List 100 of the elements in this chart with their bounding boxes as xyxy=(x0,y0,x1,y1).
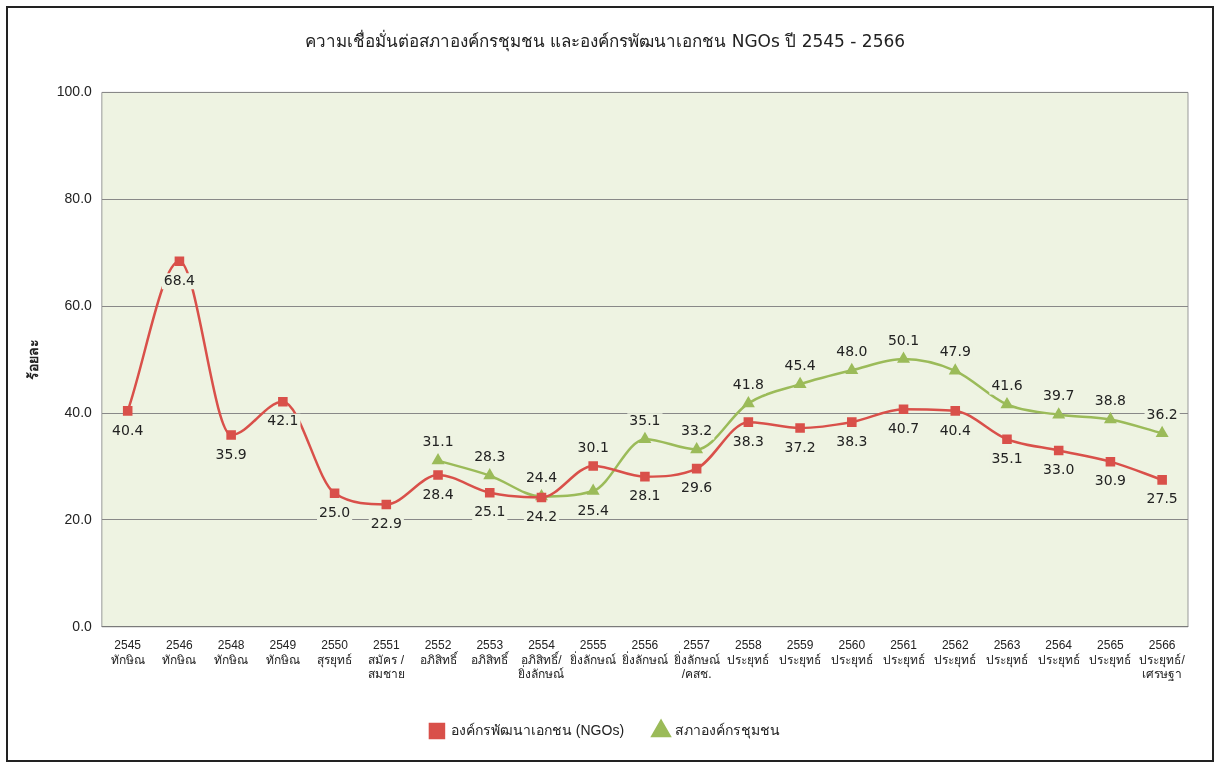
point xyxy=(433,470,443,480)
point xyxy=(484,469,496,480)
x-tick-label: 2565 ประยุทธ์ xyxy=(1089,638,1132,668)
point xyxy=(536,492,547,503)
point xyxy=(432,454,444,465)
data-label: 37.2 xyxy=(784,438,816,455)
data-label: 38.8 xyxy=(1094,392,1126,409)
point xyxy=(226,430,236,440)
x-tick-label: 2556 ยิ่งลักษณ์ xyxy=(621,638,668,667)
point xyxy=(691,463,702,474)
x-tick-label: 2562 ประยุทธ์ xyxy=(934,638,977,668)
point xyxy=(742,397,754,408)
y-tick-label: 100.0 xyxy=(56,83,93,100)
point xyxy=(381,499,392,510)
point xyxy=(1053,445,1064,456)
x-tick-label: 2551 สมัคร / สมชาย xyxy=(367,638,405,682)
data-label: 39.7 xyxy=(1043,387,1075,404)
point xyxy=(691,443,703,454)
data-label: 45.4 xyxy=(784,356,816,373)
data-label: 40.7 xyxy=(887,419,920,436)
point xyxy=(1105,456,1116,467)
x-tick-label: 2545 ทักษิณ xyxy=(110,638,145,667)
data-label: 33.0 xyxy=(1043,461,1075,478)
data-label: 35.9 xyxy=(215,445,247,462)
x-tick-label: 2546 ทักษิณ xyxy=(162,638,197,667)
point xyxy=(846,364,858,375)
data-label: 31.1 xyxy=(422,433,454,450)
x-tick-label: 2559 ประยุทธ์ xyxy=(779,638,822,668)
data-label: 33.2 xyxy=(681,422,713,439)
x-tick-label: 2563 ประยุทธ์ xyxy=(985,638,1028,668)
data-label: 50.1 xyxy=(887,331,920,348)
point xyxy=(949,364,961,375)
data-label: 35.1 xyxy=(629,411,661,428)
x-tick-label: 2555 ยิ่งลักษณ์ xyxy=(570,638,617,667)
point xyxy=(897,352,910,363)
legend-label: สภาองค์กรชุมชน xyxy=(675,721,781,739)
data-label: 36.2 xyxy=(1146,405,1178,422)
data-label: 27.5 xyxy=(1146,490,1178,507)
chart-title: ความเชื่อมั่นต่อสภาองค์กรชุมชน และองค์กรพัฒนาเอกชน NGOs ปี 2545 - 2566 xyxy=(304,28,906,52)
point xyxy=(484,487,495,498)
x-tick-label: 2554 อภิสิทธิ์/ ยิ่งลักษณ์ xyxy=(518,638,565,682)
point xyxy=(1053,408,1065,419)
point xyxy=(639,432,651,443)
x-tick-label: 2548 ทักษิณ xyxy=(214,638,249,667)
point xyxy=(122,406,133,416)
point xyxy=(278,397,288,407)
point xyxy=(950,406,961,416)
point xyxy=(847,417,857,427)
data-label: 25.1 xyxy=(474,503,506,520)
x-tick-label: 2566 ประยุทธ์/ เศรษฐา xyxy=(1139,638,1186,682)
data-label: 68.4 xyxy=(163,271,196,288)
data-label: 41.6 xyxy=(991,377,1023,394)
data-label: 28.4 xyxy=(422,485,454,502)
data-label: 25.4 xyxy=(577,501,609,518)
point xyxy=(1002,434,1012,445)
x-tick-label: 2561 ประยุทธ์ xyxy=(882,638,925,668)
data-label: 28.3 xyxy=(474,448,506,465)
y-tick-label: 40.0 xyxy=(64,403,93,420)
data-label: 40.4 xyxy=(939,421,971,438)
data-label: 48.0 xyxy=(836,342,868,359)
data-label: 30.9 xyxy=(1094,472,1126,489)
point xyxy=(174,256,185,267)
point xyxy=(1001,398,1013,409)
data-label: 30.1 xyxy=(577,438,609,455)
data-label: 38.3 xyxy=(836,432,868,449)
x-tick-label: 2560 ประยุทธ์ xyxy=(830,638,873,668)
y-tick-label: 80.0 xyxy=(64,190,93,207)
point xyxy=(329,488,340,498)
y-tick-label: 20.0 xyxy=(64,510,93,527)
point xyxy=(1104,413,1116,424)
y-axis-title: ร้อยละ xyxy=(25,339,42,381)
data-label: 42.1 xyxy=(267,412,299,429)
x-tick-label: 2550 สุรยุทธ์ xyxy=(317,638,353,668)
data-label: 47.9 xyxy=(939,343,971,360)
point xyxy=(795,423,805,433)
x-tick-label: 2552 อภิสิทธิ์ xyxy=(419,638,459,667)
x-tick-label: 2549 ทักษิณ xyxy=(265,638,300,667)
data-label: 41.8 xyxy=(732,376,764,393)
point xyxy=(898,404,909,415)
point xyxy=(587,484,599,495)
legend-label: องค์กรพัฒนาเอกชน (NGOs) xyxy=(450,721,625,738)
data-label: 40.4 xyxy=(112,421,144,438)
x-tick-label: 2564 ประยุทธ์ xyxy=(1037,638,1080,668)
data-label: 22.9 xyxy=(370,515,402,532)
x-tick-label: 2558 ประยุทธ์ xyxy=(727,638,770,668)
data-label: 24.2 xyxy=(525,508,558,525)
x-tick-label: 2553 อภิสิทธิ์ xyxy=(471,638,511,667)
point xyxy=(743,417,754,427)
data-label: 24.4 xyxy=(525,469,558,486)
y-tick-label: 60.0 xyxy=(64,297,93,314)
y-tick-label: 0.0 xyxy=(72,617,93,634)
point xyxy=(794,377,806,388)
x-tick-label: 2557 ยิ่งลักษณ์ /คสช. xyxy=(673,638,720,682)
data-label: 38.3 xyxy=(732,432,764,449)
point xyxy=(1157,475,1167,485)
point xyxy=(588,461,598,471)
point xyxy=(640,471,650,482)
data-label: 29.6 xyxy=(681,479,713,496)
data-label: 35.1 xyxy=(991,449,1023,466)
data-label: 25.0 xyxy=(319,503,351,520)
